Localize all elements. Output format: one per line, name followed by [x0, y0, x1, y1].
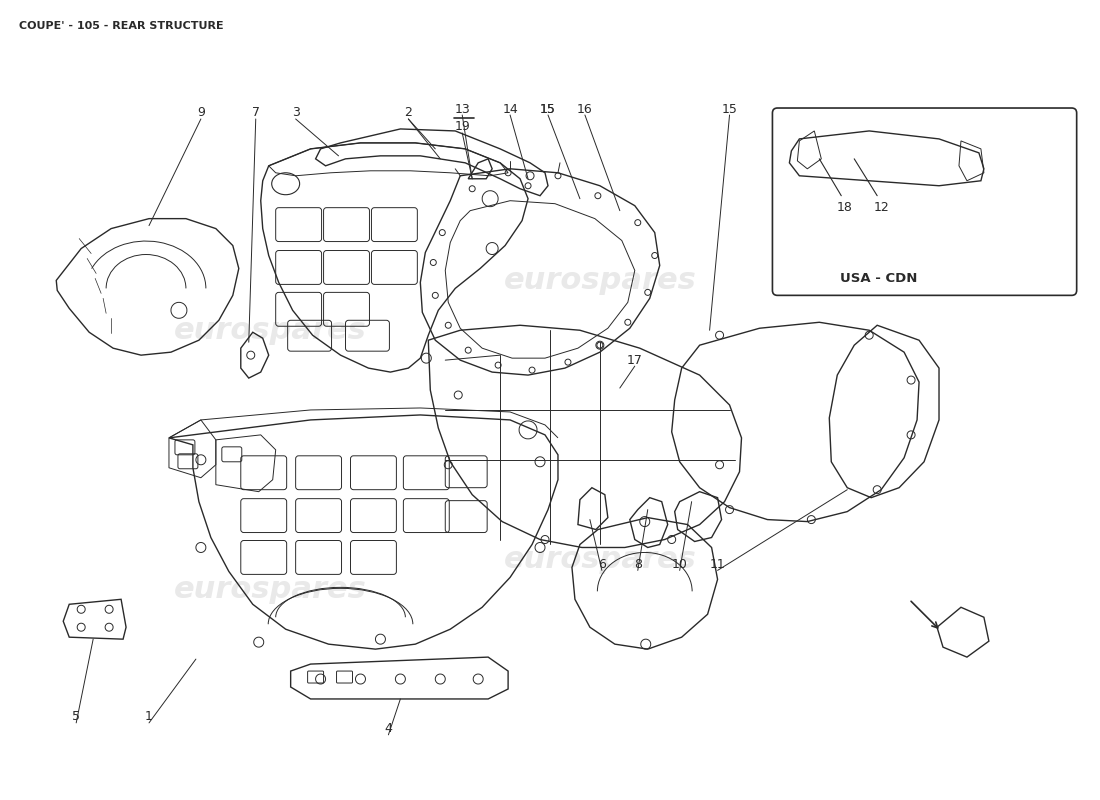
Text: COUPE' - 105 - REAR STRUCTURE: COUPE' - 105 - REAR STRUCTURE: [20, 22, 224, 31]
FancyBboxPatch shape: [772, 108, 1077, 295]
Text: 13: 13: [454, 102, 470, 115]
Text: eurospares: eurospares: [174, 316, 367, 345]
Text: 10: 10: [672, 558, 688, 571]
Text: 8: 8: [634, 558, 641, 571]
Text: 5: 5: [73, 710, 80, 723]
Text: 18: 18: [836, 201, 852, 214]
Text: 3: 3: [292, 106, 299, 119]
Text: eurospares: eurospares: [504, 266, 696, 295]
Text: 2: 2: [405, 106, 412, 119]
Text: eurospares: eurospares: [174, 575, 367, 604]
Text: 17: 17: [627, 354, 642, 366]
Text: 15: 15: [722, 102, 737, 115]
Text: 6: 6: [598, 558, 606, 571]
Text: USA - CDN: USA - CDN: [840, 273, 917, 286]
Text: 15: 15: [540, 102, 556, 115]
Text: 7: 7: [252, 106, 260, 119]
Text: 19: 19: [454, 121, 470, 134]
Text: 16: 16: [578, 102, 593, 115]
Text: 4: 4: [385, 722, 393, 735]
Text: 11: 11: [710, 558, 726, 571]
Text: 1: 1: [145, 710, 153, 723]
Text: 9: 9: [197, 106, 205, 119]
Text: 15: 15: [540, 102, 556, 115]
Text: 12: 12: [873, 201, 889, 214]
Text: 14: 14: [503, 102, 518, 115]
Text: eurospares: eurospares: [504, 545, 696, 574]
